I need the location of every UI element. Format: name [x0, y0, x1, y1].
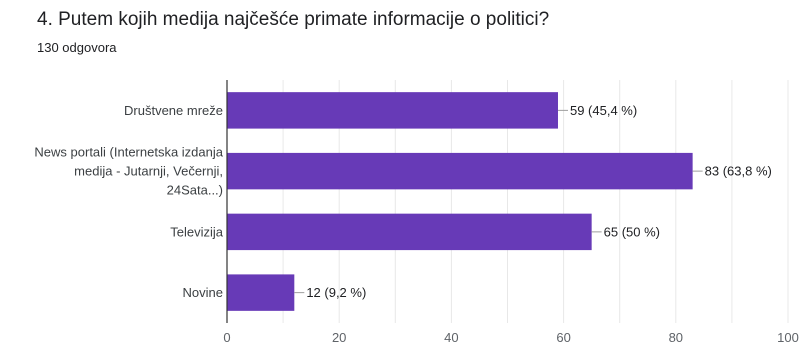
category-label: Društvene mreže — [124, 103, 223, 118]
x-tick-label: 0 — [223, 330, 230, 342]
question-title: 4. Putem kojih medija najčešće primate i… — [37, 9, 550, 30]
bar — [227, 274, 295, 311]
x-tick-label: 20 — [332, 330, 346, 342]
bar — [227, 213, 592, 251]
x-tick-label: 100 — [777, 330, 799, 342]
category-label: News portali (Internetska izdanja — [34, 145, 223, 160]
data-label: 83 (63,8 %) — [705, 164, 772, 179]
x-tick-label: 40 — [444, 330, 458, 342]
category-label: Televizija — [170, 224, 224, 239]
category-label: 24Sata...) — [167, 183, 223, 198]
category-label: medija - Jutarnji, Večernji, — [74, 164, 223, 179]
category-label: Novine — [183, 285, 223, 300]
x-tick-label: 60 — [556, 330, 570, 342]
data-label: 59 (45,4 %) — [570, 103, 637, 118]
bar — [227, 92, 558, 129]
bar — [227, 152, 693, 190]
x-tick-label: 80 — [669, 330, 683, 342]
response-count: 130 odgovora — [37, 40, 117, 55]
data-label: 12 (9,2 %) — [306, 285, 366, 300]
data-label: 65 (50 %) — [604, 224, 660, 239]
